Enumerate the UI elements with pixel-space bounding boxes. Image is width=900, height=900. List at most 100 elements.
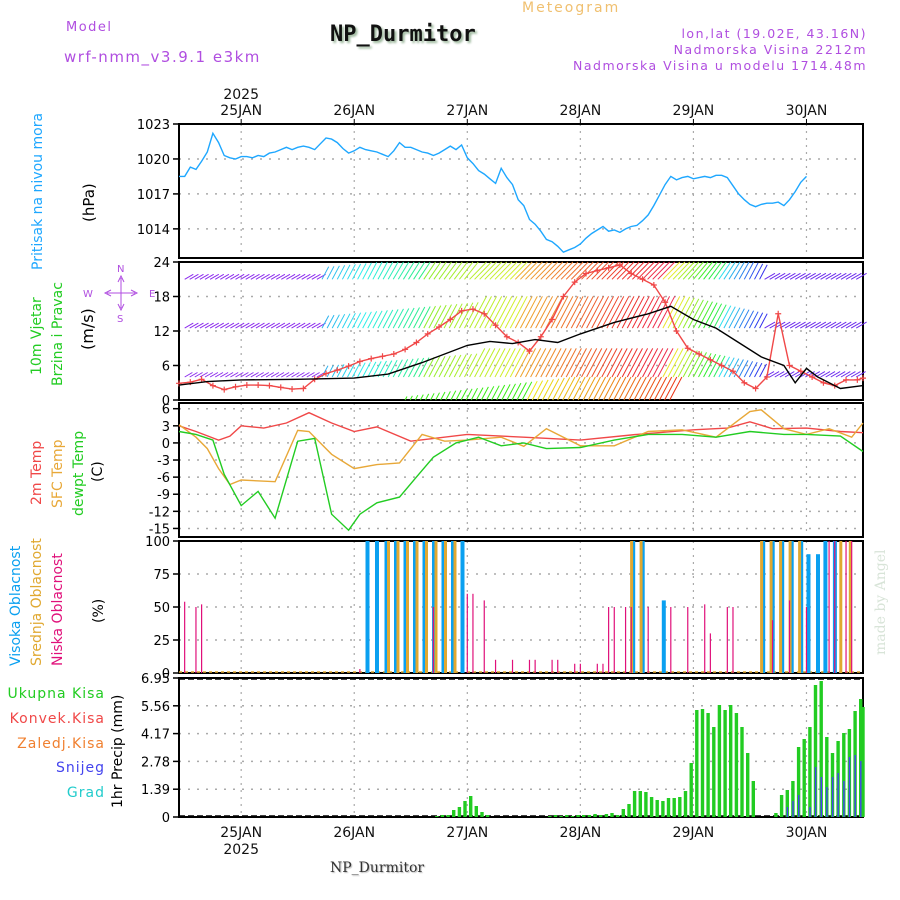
wind-arrow xyxy=(642,348,659,378)
wind-arrow xyxy=(652,296,671,329)
wind-arrow xyxy=(443,355,457,378)
wind-arrow xyxy=(225,372,234,378)
wind-arrow xyxy=(458,353,472,378)
wind-arrow xyxy=(501,384,511,401)
y-tick-label: 0 xyxy=(162,811,170,826)
high-cloud-bar xyxy=(640,541,645,673)
legend-freezing-precip: Zaledj.Kisa xyxy=(17,736,105,752)
total-precip-bar xyxy=(689,763,693,817)
wind-arrow xyxy=(265,273,275,280)
wind-arrow xyxy=(596,296,615,329)
wind-arrow xyxy=(698,301,713,329)
total-precip-bar xyxy=(712,727,716,817)
wind-arrow xyxy=(511,382,522,401)
mid-cloud-bar xyxy=(415,541,419,673)
total-precip-bar xyxy=(632,791,637,817)
wind-arrow xyxy=(438,304,452,329)
wind-arrow xyxy=(321,266,330,280)
wind-arrow xyxy=(450,390,457,401)
legend-conv-precip: Konvek.Kisa xyxy=(9,711,105,727)
wind-arrow xyxy=(413,306,426,329)
wind-arrow xyxy=(820,371,831,378)
wind-arrow xyxy=(618,376,632,401)
wind-arrow xyxy=(404,396,408,401)
wind-arrow xyxy=(540,261,559,280)
total-precip-bar xyxy=(813,685,818,817)
wind-arrow xyxy=(209,322,220,329)
wind-arrow xyxy=(540,296,559,329)
mid-cloud-bar xyxy=(425,541,428,673)
wind-arrow xyxy=(657,296,676,329)
wind-arrow xyxy=(789,272,801,280)
mid-cloud-bar xyxy=(387,541,390,673)
wind-arrow xyxy=(341,264,351,280)
wind-arrow xyxy=(341,313,351,329)
wind-arrow xyxy=(413,357,425,378)
total-precip-bar xyxy=(599,815,603,817)
y-tick-label: 3 xyxy=(162,420,170,435)
wind-gust-marker xyxy=(662,299,669,306)
mid-cloud-bar xyxy=(848,541,852,673)
wind-arrow xyxy=(616,348,633,378)
mid-cloud-bar xyxy=(769,541,773,673)
wind-arrow xyxy=(570,348,587,378)
model-name: wrf-nmm_v3.9.1 e3km xyxy=(64,48,261,66)
wind-arrow xyxy=(653,376,668,401)
total-precip-bar xyxy=(779,795,784,817)
wind-arrow xyxy=(525,348,542,378)
wind-arrow xyxy=(759,363,767,378)
wind-arrow xyxy=(270,273,281,280)
wind-arrow xyxy=(281,273,291,280)
wind-arrow xyxy=(430,393,435,401)
wind-arrow xyxy=(377,261,388,280)
pressure-line xyxy=(179,131,808,254)
wind-arrow xyxy=(820,321,832,329)
wind-arrow xyxy=(547,378,560,401)
wind-arrow xyxy=(754,312,764,329)
wind-arrow xyxy=(392,308,404,329)
wind-arrow xyxy=(194,322,204,329)
wind-arrow xyxy=(443,261,458,280)
wind-arrow xyxy=(805,321,816,329)
wind-arrow xyxy=(616,261,635,280)
temp2m-line xyxy=(178,411,864,442)
wind-gust-marker xyxy=(583,270,590,277)
wind-arrow xyxy=(199,322,209,329)
y-tick-label: 4.17 xyxy=(141,728,170,743)
wind-arrow xyxy=(296,372,305,378)
y-tick-label: -15 xyxy=(149,522,170,537)
wind-arrow xyxy=(713,355,726,378)
total-precip-bar xyxy=(796,747,801,817)
wind-arrow xyxy=(723,306,736,329)
total-precip-bar xyxy=(548,816,552,817)
wind-arrow xyxy=(592,376,607,401)
wind-gust-marker xyxy=(820,379,827,386)
wind-arrow xyxy=(499,348,516,378)
total-precip-bar xyxy=(819,681,823,817)
wind-arrow xyxy=(336,265,346,280)
total-precip-bar xyxy=(644,792,648,817)
total-precip-bar xyxy=(446,815,450,817)
wind-arrow xyxy=(825,321,837,329)
mid-cloud-bar xyxy=(639,541,643,673)
wind-gust-marker xyxy=(729,368,736,375)
panel-frame xyxy=(178,261,864,401)
wind-gust-marker xyxy=(322,370,329,377)
wind-arrow xyxy=(397,308,410,329)
wind-arrow xyxy=(331,314,340,329)
top-date-label: 29JAN xyxy=(673,103,715,119)
wind-arrow xyxy=(357,312,367,329)
wind-compass-icon: N S W E xyxy=(83,264,155,325)
wind-gust-marker xyxy=(673,328,680,334)
wind-arrow xyxy=(230,322,240,329)
high-cloud-bar xyxy=(799,541,804,673)
wind-arrow xyxy=(240,273,250,280)
wind-arrow xyxy=(738,360,749,378)
wind-arrow xyxy=(677,261,695,280)
y-tick-label: 18 xyxy=(153,291,170,306)
wind-arrow xyxy=(286,322,296,329)
wind-arrow xyxy=(225,273,235,280)
wind-gust-marker xyxy=(752,385,759,392)
wind-arrow xyxy=(769,321,781,329)
wind-arrow xyxy=(603,376,617,401)
